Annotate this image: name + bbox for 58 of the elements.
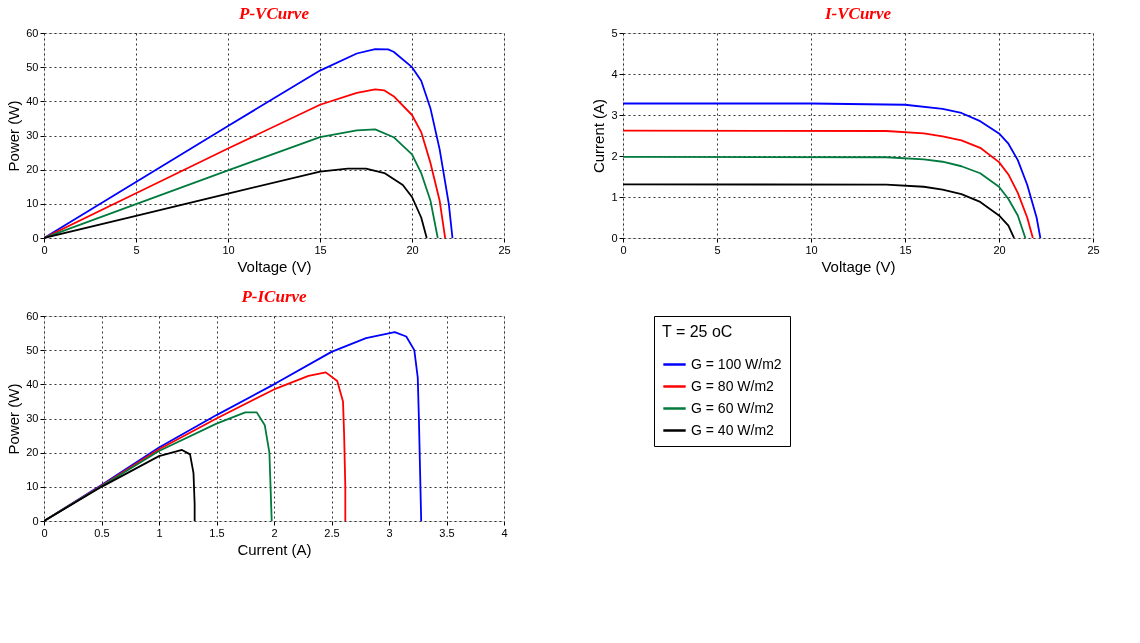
x-tick-label: 3.5	[439, 526, 455, 539]
y-tick-label: 0	[611, 231, 618, 244]
y-tick-label: 30	[26, 129, 39, 141]
x-tick-label: 5	[133, 243, 140, 256]
y-tick-label: 30	[26, 412, 39, 424]
y-tick-label: 4	[611, 67, 618, 80]
line-series	[623, 129, 1034, 238]
x-axis-title: Voltage (V)	[821, 257, 896, 275]
x-tick-label: 2	[271, 526, 278, 539]
x-tick-label: 25	[498, 243, 511, 256]
x-tick-label: 10	[805, 243, 818, 256]
y-tick-label: 5	[611, 26, 618, 39]
y-tick-label: 50	[26, 60, 39, 73]
x-tick-label: 0	[41, 526, 48, 539]
chart-title: P-VCurve	[238, 4, 310, 23]
y-axis-title: Power (W)	[5, 100, 23, 172]
legend-label: G = 60 W/m2	[691, 399, 775, 416]
y-tick-label: 60	[26, 309, 39, 322]
legend-title: T = 25 oC	[662, 323, 733, 340]
y-tick-label: 50	[26, 343, 39, 356]
y-axis-title: Current (A)	[590, 98, 608, 174]
x-tick-label: 2.5	[324, 526, 340, 539]
y-tick-label: 40	[26, 377, 39, 390]
x-tick-label: 5	[714, 243, 721, 256]
x-axis-title: Current (A)	[237, 540, 312, 558]
x-tick-label: 0	[41, 243, 48, 256]
legend-label: G = 40 W/m2	[691, 421, 775, 438]
x-tick-label: 25	[1087, 243, 1100, 256]
y-axis-title: Power (W)	[5, 383, 23, 455]
x-tick-label: 3	[386, 526, 393, 539]
line-series	[623, 155, 1027, 238]
x-tick-label: 20	[993, 243, 1006, 256]
legend-label: G = 100 W/m2	[691, 355, 782, 372]
x-tick-label: 0.5	[94, 526, 110, 539]
y-tick-label: 60	[26, 26, 39, 39]
x-tick-label: 1	[156, 526, 163, 539]
chart-title: I-VCurve	[823, 4, 892, 23]
y-tick-label: 1	[611, 190, 618, 203]
x-tick-label: 20	[406, 243, 419, 256]
legend-label: G = 80 W/m2	[691, 377, 775, 394]
x-tick-label: 4	[501, 526, 508, 539]
x-tick-label: 15	[314, 243, 327, 256]
y-tick-label: 2	[611, 149, 618, 162]
x-axis-title: Voltage (V)	[237, 257, 312, 275]
y-tick-label: 3	[611, 108, 618, 121]
y-tick-label: 20	[26, 446, 39, 459]
line-series	[623, 102, 1042, 238]
y-tick-label: 40	[26, 94, 39, 107]
x-tick-label: 10	[222, 243, 235, 256]
y-tick-label: 0	[32, 514, 39, 527]
y-tick-label: 0	[32, 231, 39, 244]
x-tick-label: 1.5	[209, 526, 225, 539]
x-tick-label: 0	[620, 243, 627, 256]
y-tick-label: 10	[26, 197, 39, 210]
chart-title: P-ICurve	[240, 287, 308, 306]
x-tick-label: 15	[899, 243, 912, 256]
y-tick-label: 20	[26, 163, 39, 176]
y-tick-label: 10	[26, 480, 39, 493]
